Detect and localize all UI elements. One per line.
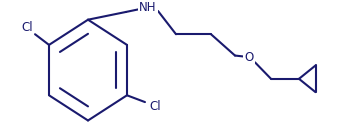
Text: Cl: Cl — [21, 21, 33, 34]
Text: O: O — [244, 51, 254, 64]
Text: Cl: Cl — [149, 100, 161, 113]
Text: NH: NH — [139, 1, 157, 14]
